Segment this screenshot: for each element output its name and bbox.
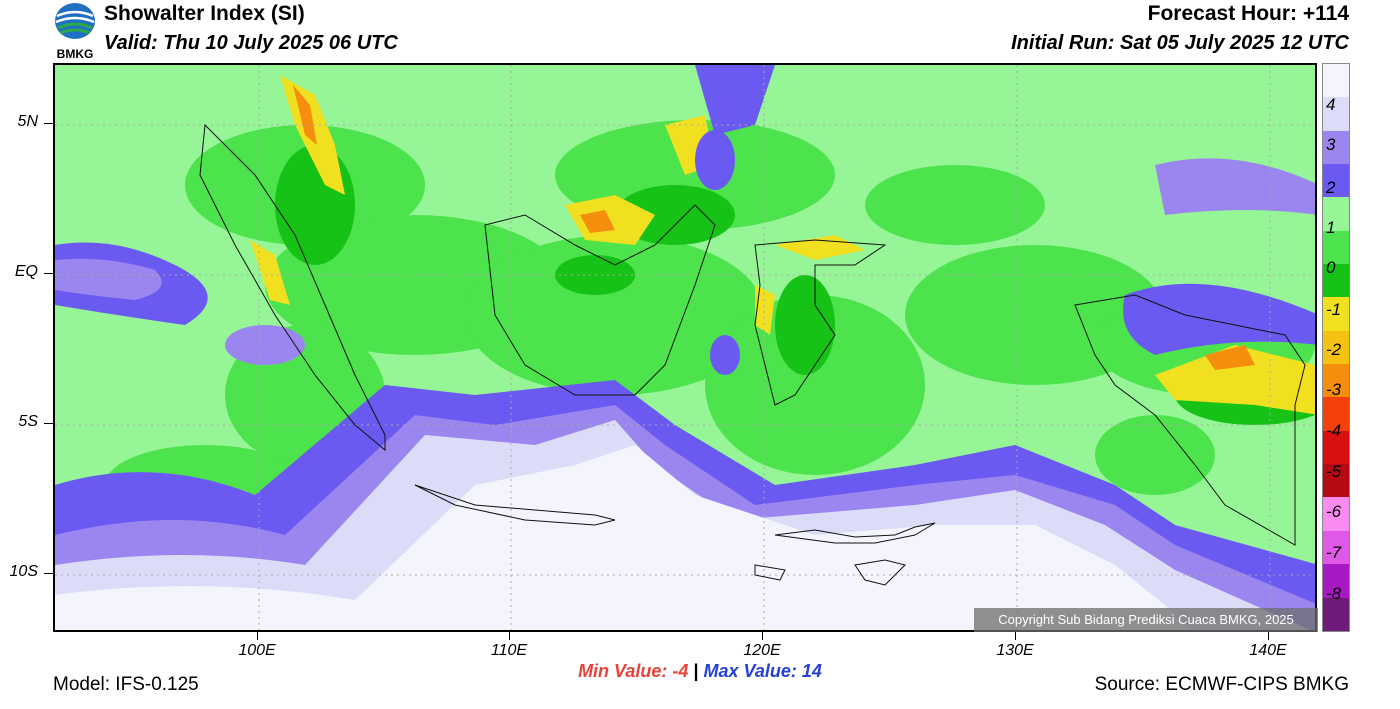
colorbar-segment — [1323, 364, 1349, 398]
lon-tick — [762, 632, 763, 640]
colorbar-segment — [1323, 497, 1349, 531]
colorbar — [1322, 63, 1350, 632]
min-max-values: Min Value: -4 | Max Value: 14 — [0, 661, 1400, 682]
colorbar-segment — [1323, 430, 1349, 465]
colorbar-label: -1 — [1326, 300, 1342, 319]
colorbar-segment — [1323, 297, 1349, 331]
colorbar-label: 3 — [1326, 135, 1336, 154]
model-label: Model: IFS-0.125 — [53, 674, 199, 695]
colorbar-label: 0 — [1326, 258, 1336, 277]
copyright-banner: Copyright Sub Bidang Prediksi Cuaca BMKG… — [974, 608, 1318, 632]
colorbar-segment — [1323, 597, 1349, 631]
lon-tick — [509, 632, 510, 640]
map-panel — [53, 63, 1317, 632]
colorbar-label: -6 — [1326, 502, 1342, 521]
logo-text: BMKG — [57, 47, 94, 60]
graticule — [55, 65, 1315, 630]
lon-label-110e: 110E — [490, 642, 528, 659]
lat-tick — [44, 273, 53, 274]
colorbar-segment — [1323, 197, 1349, 231]
max-value: 14 — [801, 661, 822, 681]
colorbar-segment — [1323, 464, 1349, 498]
min-label: Min Value: — [578, 661, 668, 681]
stable-blue-areas — [55, 65, 1315, 375]
chart-title: Showalter Index (SI) — [104, 2, 305, 25]
colorbar-label: -7 — [1326, 543, 1342, 562]
bmkg-logo: BMKG — [55, 3, 95, 60]
colorbar-label: -2 — [1326, 340, 1342, 359]
lon-label-120e: 120E — [743, 642, 781, 659]
max-label: Max Value: — [703, 661, 797, 681]
colorbar-segment — [1323, 330, 1349, 365]
lat-label-5n: 5N — [17, 113, 38, 130]
showalter-map — [55, 65, 1315, 630]
lon-tick — [1015, 632, 1016, 640]
colorbar-label: 2 — [1326, 178, 1336, 197]
lat-label-5s: 5S — [18, 413, 38, 430]
min-max-separator: | — [693, 661, 699, 681]
min-value: -4 — [672, 661, 689, 681]
valid-time: Valid: Thu 10 July 2025 06 UTC — [104, 32, 398, 54]
lat-label-10s: 10S — [9, 563, 38, 580]
colorbar-segment — [1323, 564, 1349, 598]
lon-label-130e: 130E — [996, 642, 1034, 659]
colorbar-label: -3 — [1326, 380, 1342, 399]
colorbar-segment — [1323, 97, 1349, 131]
lon-tick — [257, 632, 258, 640]
source-label: Source: ECMWF-CIPS BMKG — [1094, 674, 1349, 695]
colorbar-label: -4 — [1326, 421, 1342, 440]
colorbar-segment — [1323, 530, 1349, 565]
colorbar-label: -5 — [1326, 462, 1342, 481]
colorbar-segment — [1323, 130, 1349, 165]
forecast-hour: Forecast Hour: +114 — [1147, 2, 1349, 25]
initial-run: Initial Run: Sat 05 July 2025 12 UTC — [1011, 32, 1349, 54]
colorbar-segment — [1323, 397, 1349, 431]
colorbar-segment — [1323, 164, 1349, 198]
lat-label-eq: EQ — [14, 263, 38, 280]
lat-tick — [44, 123, 53, 124]
colorbar-segment — [1323, 64, 1349, 98]
lon-tick — [1268, 632, 1269, 640]
colorbar-label: -8 — [1326, 584, 1342, 603]
colorbar-segment — [1323, 264, 1349, 298]
lat-tick — [44, 423, 53, 424]
stable-band-core — [55, 445, 1191, 630]
lon-label-100e: 100E — [238, 642, 276, 659]
colorbar-label: 4 — [1326, 95, 1336, 114]
colorbar-label: 1 — [1326, 218, 1336, 237]
lat-tick — [44, 573, 53, 574]
lon-label-140e: 140E — [1249, 642, 1287, 659]
coastlines — [199, 123, 1306, 586]
colorbar-segment — [1323, 230, 1349, 265]
